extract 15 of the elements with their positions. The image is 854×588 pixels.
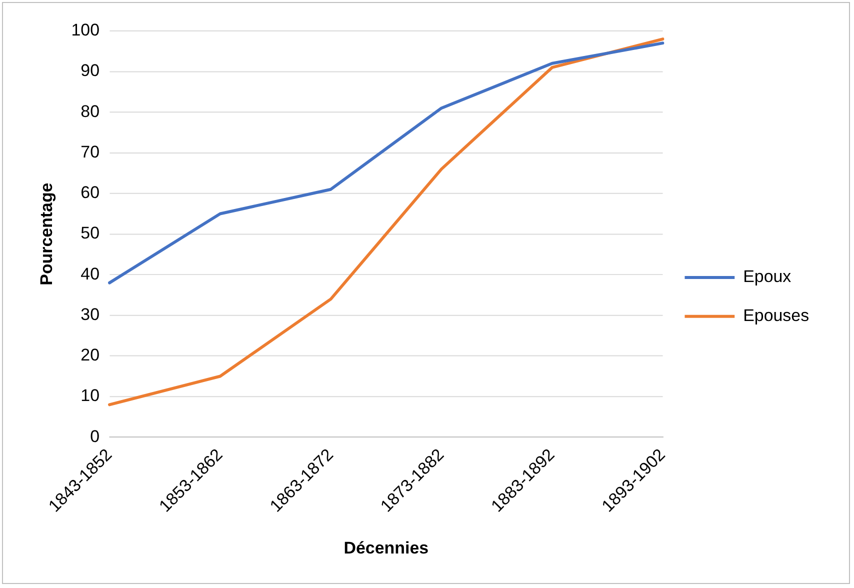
y-tick-label: 20 (80, 346, 100, 365)
y-tick-label: 60 (80, 183, 100, 202)
x-axis-title: Décennies (344, 538, 429, 558)
y-axis-title: Pourcentage (36, 182, 56, 286)
y-tick-label: 70 (80, 142, 100, 162)
y-tick-label: 0 (90, 426, 100, 446)
y-tick-label: 30 (80, 304, 100, 324)
y-tick-label: 10 (80, 386, 100, 406)
y-tick-label: 90 (80, 61, 100, 80)
legend-label: Epoux (743, 267, 792, 286)
y-tick-label: 80 (80, 102, 100, 121)
y-tick-label: 100 (71, 20, 100, 40)
y-tick-label: 50 (80, 224, 100, 243)
y-tick-label: 40 (80, 264, 100, 284)
legend-label: Epouses (743, 306, 810, 326)
